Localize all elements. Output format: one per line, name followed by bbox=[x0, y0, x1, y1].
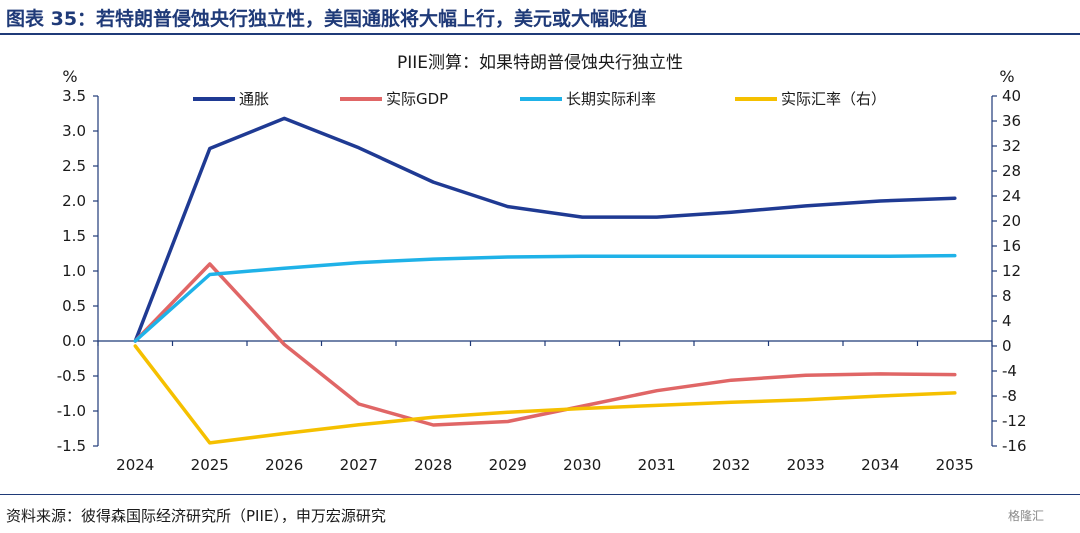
x-tick-label: 2035 bbox=[936, 456, 974, 474]
series-line-1 bbox=[133, 116, 957, 343]
right-tick-label: 40 bbox=[1002, 87, 1021, 105]
x-tick-label: 2024 bbox=[116, 456, 154, 474]
source-note: 资料来源：彼得森国际经济研究所（PIIE），申万宏源研究 bbox=[6, 507, 386, 525]
chart-title: PIIE测算：如果特朗普侵蚀央行独立性 bbox=[397, 53, 683, 73]
source-rule bbox=[0, 494, 1080, 495]
figure-title: 图表 35：若特朗普侵蚀央行独立性，美国通胀将大幅上行，美元或大幅贬值 bbox=[6, 8, 648, 30]
x-tick-label: 2027 bbox=[340, 456, 378, 474]
series-line-2 bbox=[133, 262, 957, 427]
line-chart: PIIE测算：如果特朗普侵蚀央行独立性 % % 通胀 实际GDP 长期实际利率 实际汇… bbox=[57, 53, 1027, 474]
x-tick-label: 2030 bbox=[563, 456, 601, 474]
right-tick-label: -16 bbox=[1002, 437, 1027, 455]
series-line-4 bbox=[133, 344, 957, 445]
x-tick-label: 2034 bbox=[861, 456, 899, 474]
left-tick-label: 2.0 bbox=[62, 192, 86, 210]
x-tick-label: 2025 bbox=[191, 456, 229, 474]
right-tick-label: -4 bbox=[1002, 362, 1017, 380]
series-line-3 bbox=[133, 253, 957, 343]
left-tick-label: 0.0 bbox=[62, 332, 86, 350]
left-tick-label: -0.5 bbox=[57, 367, 86, 385]
left-axis-unit: % bbox=[62, 67, 77, 86]
legend-label-2: 实际GDP bbox=[386, 90, 448, 108]
right-tick-label: 12 bbox=[1002, 262, 1021, 280]
x-tick-label: 2032 bbox=[712, 456, 750, 474]
right-tick-label: 28 bbox=[1002, 162, 1021, 180]
right-tick-label: -8 bbox=[1002, 387, 1017, 405]
legend-label-1: 通胀 bbox=[239, 90, 269, 108]
right-tick-label: 36 bbox=[1002, 112, 1021, 130]
right-tick-label: 0 bbox=[1002, 337, 1012, 355]
axes: 3.53.02.52.01.51.00.50.0-0.5-1.0-1.54036… bbox=[57, 87, 1027, 474]
right-tick-label: -12 bbox=[1002, 412, 1027, 430]
legend: 通胀 实际GDP 长期实际利率 实际汇率（右） bbox=[193, 90, 886, 108]
watermark-logo: 格隆汇 bbox=[1008, 509, 1045, 523]
right-tick-label: 16 bbox=[1002, 237, 1021, 255]
x-tick-label: 2029 bbox=[489, 456, 527, 474]
left-tick-label: 0.5 bbox=[62, 297, 86, 315]
right-tick-label: 32 bbox=[1002, 137, 1021, 155]
legend-label-3: 长期实际利率 bbox=[566, 90, 656, 108]
title-rule bbox=[0, 33, 1080, 35]
left-tick-label: 3.5 bbox=[62, 87, 86, 105]
right-tick-label: 8 bbox=[1002, 287, 1012, 305]
left-tick-label: -1.5 bbox=[57, 437, 86, 455]
right-tick-label: 24 bbox=[1002, 187, 1021, 205]
series-lines bbox=[133, 116, 957, 445]
left-tick-label: 3.0 bbox=[62, 122, 86, 140]
right-axis-unit: % bbox=[999, 67, 1014, 86]
right-tick-label: 20 bbox=[1002, 212, 1021, 230]
x-tick-label: 2028 bbox=[414, 456, 452, 474]
x-tick-label: 2033 bbox=[787, 456, 825, 474]
left-tick-label: -1.0 bbox=[57, 402, 86, 420]
right-tick-label: 4 bbox=[1002, 312, 1012, 330]
legend-label-4: 实际汇率（右） bbox=[781, 90, 886, 108]
left-tick-label: 1.0 bbox=[62, 262, 86, 280]
left-tick-label: 1.5 bbox=[62, 227, 86, 245]
x-tick-label: 2031 bbox=[638, 456, 676, 474]
x-tick-label: 2026 bbox=[265, 456, 303, 474]
left-tick-label: 2.5 bbox=[62, 157, 86, 175]
